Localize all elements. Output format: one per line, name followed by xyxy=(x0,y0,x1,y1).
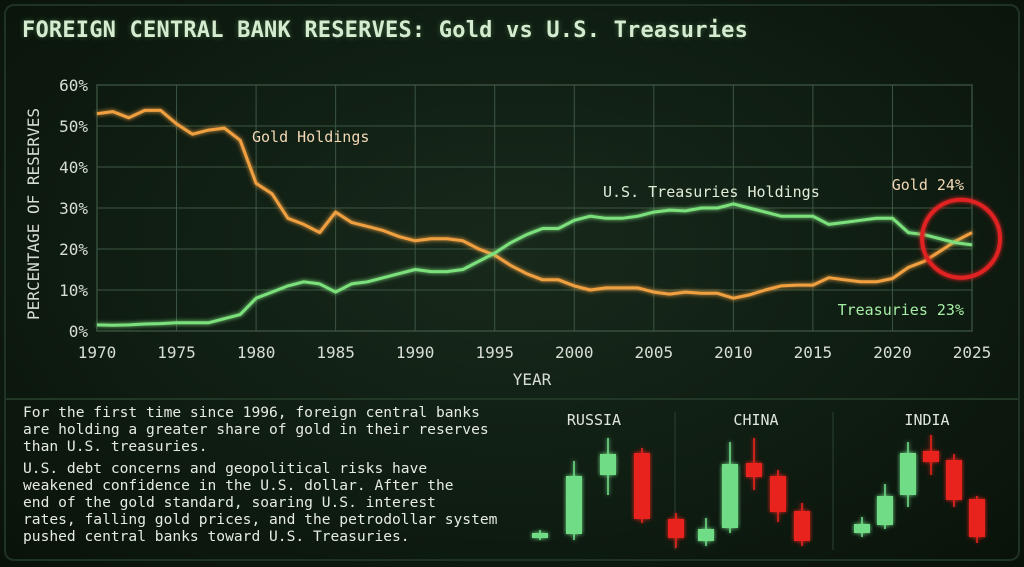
candle-body xyxy=(722,464,738,528)
gold-end-label: Gold 24% xyxy=(892,176,964,194)
y-tick-label: 10% xyxy=(59,281,88,300)
russia-label: RUSSIA xyxy=(567,411,621,429)
candle-body xyxy=(946,460,962,500)
china-candle xyxy=(722,442,738,533)
china-candle xyxy=(746,438,762,490)
india-candle xyxy=(877,484,893,529)
note-paragraph-1: For the first time since 1996, foreign c… xyxy=(23,404,513,455)
candle-body xyxy=(854,524,870,533)
russia-candle xyxy=(600,438,616,495)
notes-text: For the first time since 1996, foreign c… xyxy=(23,404,513,550)
candle-body xyxy=(746,463,762,477)
note-line: than U.S. treasuries. xyxy=(23,438,208,455)
candle-body xyxy=(900,453,916,495)
candle-body xyxy=(698,529,714,541)
candle-body xyxy=(532,533,548,538)
china-candle xyxy=(698,518,714,546)
candle-body xyxy=(877,496,893,525)
y-axis-label: PERCENTAGE OF RESERVES xyxy=(24,108,43,320)
highlight-circle xyxy=(920,197,1003,280)
note-line: are holding a greater share of gold in t… xyxy=(23,421,489,438)
note-line: end of the gold standard, soaring U.S. i… xyxy=(23,494,436,511)
y-axis-ticks: 0% 10% 20% 30% 40% 50% 60% xyxy=(59,76,88,341)
gold-holdings-line xyxy=(96,108,973,300)
candle-body xyxy=(770,476,786,512)
x-tick-label: 1975 xyxy=(157,343,196,362)
y-tick-label: 0% xyxy=(69,322,89,341)
candle-body xyxy=(969,499,985,537)
x-tick-label: 1990 xyxy=(396,343,435,362)
treasuries-holdings-line xyxy=(96,202,973,327)
x-tick-label: 2000 xyxy=(555,343,594,362)
grid xyxy=(96,84,973,332)
russia-candle xyxy=(634,448,650,523)
treasuries-series-label: U.S. Treasuries Holdings xyxy=(603,183,820,201)
chart-title: FOREIGN CENTRAL BANK RESERVES: Gold vs U… xyxy=(22,18,749,43)
note-paragraph-2: U.S. debt concerns and geopolitical risk… xyxy=(23,460,513,545)
x-tick-label: 1985 xyxy=(316,343,355,362)
x-tick-label: 1995 xyxy=(475,343,514,362)
x-tick-label: 2005 xyxy=(635,343,674,362)
india-label: INDIA xyxy=(904,411,949,429)
india-candle xyxy=(854,517,870,537)
x-axis-ticks: 1970 1975 1980 1985 1990 1995 2000 2005 2010 2015… xyxy=(78,343,992,362)
note-line: weakened confidence in the U.S. dollar. … xyxy=(23,477,454,494)
gold-series-label: Gold Holdings xyxy=(252,128,369,146)
candle-body xyxy=(634,453,650,519)
y-tick-label: 30% xyxy=(59,199,88,218)
china-candle xyxy=(794,503,810,546)
y-tick-label: 40% xyxy=(59,158,88,177)
russia-candle xyxy=(668,513,684,548)
section-divider xyxy=(6,398,1018,400)
screen-frame xyxy=(4,4,1020,561)
candlestick-panels: RUSSIA CHINA INDIA xyxy=(532,411,985,550)
x-tick-label: 2010 xyxy=(714,343,753,362)
x-tick-label: 2025 xyxy=(953,343,992,362)
note-line: U.S. debt concerns and geopolitical risk… xyxy=(23,460,428,477)
y-tick-label: 60% xyxy=(59,76,88,95)
india-candle xyxy=(900,442,916,507)
y-tick-label: 20% xyxy=(59,240,88,259)
russia-candle xyxy=(532,530,548,540)
china-label: CHINA xyxy=(733,411,778,429)
india-candle xyxy=(923,435,939,475)
x-axis-label: YEAR xyxy=(513,370,552,389)
treasuries-end-label: Treasuries 23% xyxy=(838,301,964,319)
note-line: pushed central banks toward U.S. Treasur… xyxy=(23,528,410,545)
china-candle xyxy=(770,470,786,522)
y-tick-label: 50% xyxy=(59,117,88,136)
x-tick-label: 2015 xyxy=(794,343,833,362)
candle-body xyxy=(566,476,582,534)
note-line: For the first time since 1996, foreign c… xyxy=(23,404,480,421)
x-tick-label: 1980 xyxy=(237,343,276,362)
note-line: rates, falling gold prices, and the petr… xyxy=(23,511,498,528)
candle-body xyxy=(668,519,684,538)
series-lines xyxy=(96,108,973,327)
candle-body xyxy=(923,451,939,462)
candle-body xyxy=(600,454,616,475)
candle-body xyxy=(794,511,810,541)
russia-candle xyxy=(566,461,582,540)
india-candle xyxy=(946,454,962,507)
x-tick-label: 2020 xyxy=(873,343,912,362)
x-tick-label: 1970 xyxy=(78,343,117,362)
india-candle xyxy=(969,496,985,543)
